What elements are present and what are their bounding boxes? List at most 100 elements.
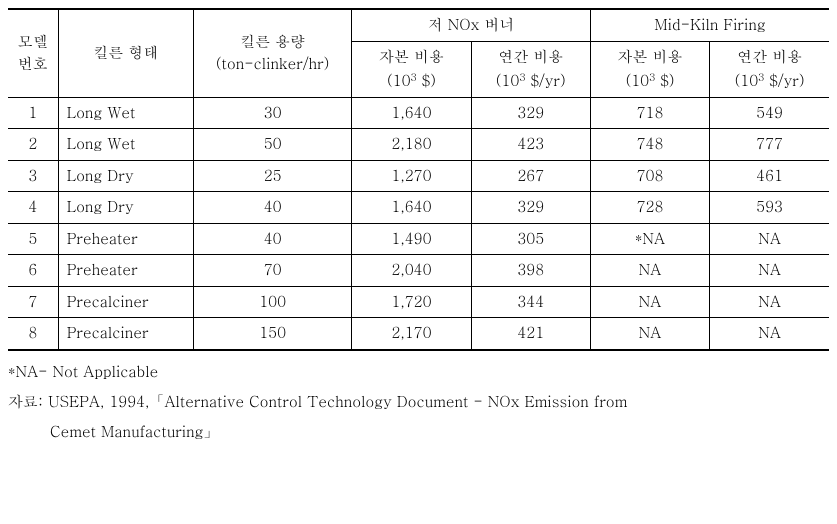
table-cell: 50: [193, 129, 351, 161]
table-cell: 40: [193, 192, 351, 224]
header-text: 번호: [18, 53, 48, 74]
table-cell: 267: [471, 160, 590, 192]
header-text: 킬른 용량: [240, 31, 305, 52]
table-cell: 8: [8, 318, 58, 350]
table-cell: 1,640: [352, 97, 471, 129]
header-exp: 3: [758, 69, 764, 84]
table-row: 2Long Wet502,180423748777: [8, 129, 829, 161]
table-cell: 30: [193, 97, 351, 129]
table-cell: NA: [710, 318, 829, 350]
header-text: (ton-clinker/hr): [216, 53, 329, 74]
table-cell: 1,270: [352, 160, 471, 192]
table-cell: Long Wet: [58, 97, 193, 129]
table-cell: 2,180: [352, 129, 471, 161]
table-cell: NA: [710, 255, 829, 287]
header-text: (10: [626, 70, 650, 91]
table-cell: Long Wet: [58, 129, 193, 161]
header-text: (10: [735, 70, 759, 91]
table-row: 3Long Dry251,270267708461: [8, 160, 829, 192]
table-row: 4Long Dry401,640329728593: [8, 192, 829, 224]
table-cell: Long Dry: [58, 160, 193, 192]
table-cell: Precalciner: [58, 318, 193, 350]
table-cell: NA: [590, 286, 709, 318]
header-mk-capital: 자본 비용 (103 $): [590, 41, 709, 97]
header-exp: 3: [519, 69, 525, 84]
table-cell: 329: [471, 97, 590, 129]
table-cell: NA: [590, 255, 709, 287]
cost-table: 모델 번호 킬른 형태 킬른 용량 (ton-clinker/hr) 저 NOx…: [8, 8, 829, 351]
header-mid-kiln: Mid-Kiln Firing: [590, 9, 829, 41]
header-text: (10: [496, 70, 520, 91]
table-cell: NA: [710, 286, 829, 318]
table-row: 1Long Wet301,640329718549: [8, 97, 829, 129]
table-cell: 549: [710, 97, 829, 129]
table-cell: 7: [8, 286, 58, 318]
table-cell: 6: [8, 255, 58, 287]
header-low-nox: 저 NOx 버너: [352, 9, 591, 41]
table-cell: 748: [590, 129, 709, 161]
table-cell: Long Dry: [58, 192, 193, 224]
header-kiln-capacity: 킬른 용량 (ton-clinker/hr): [193, 9, 351, 97]
table-cell: *NA: [590, 223, 709, 255]
header-kiln-type: 킬른 형태: [58, 9, 193, 97]
table-row: 8Precalciner1502,170421NANA: [8, 318, 829, 350]
footnote-source-line2: Cemet Manufacturing」: [8, 417, 829, 447]
table-cell: Preheater: [58, 223, 193, 255]
table-cell: NA: [710, 223, 829, 255]
table-cell: 708: [590, 160, 709, 192]
table-cell: 2: [8, 129, 58, 161]
table-cell: 1,490: [352, 223, 471, 255]
table-cell: 4: [8, 192, 58, 224]
header-model-no: 모델 번호: [8, 9, 58, 97]
table-cell: 3: [8, 160, 58, 192]
table-cell: 150: [193, 318, 351, 350]
table-cell: 2,170: [352, 318, 471, 350]
table-row: 5Preheater401,490305*NANA: [8, 223, 829, 255]
table-cell: 2,040: [352, 255, 471, 287]
table-cell: 305: [471, 223, 590, 255]
table-cell: Precalciner: [58, 286, 193, 318]
table-cell: 421: [471, 318, 590, 350]
source-text: USEPA, 1994,「Alternative Control Technol…: [48, 391, 627, 412]
header-text: 모델: [18, 31, 48, 52]
header-exp: 3: [649, 69, 655, 84]
header-text: (10: [387, 70, 411, 91]
footnote-source-line1: 자료: USEPA, 1994,「Alternative Control Tec…: [8, 387, 829, 417]
source-label: 자료:: [8, 391, 48, 412]
table-cell: 1: [8, 97, 58, 129]
table-row: 7Precalciner1001,720344NANA: [8, 286, 829, 318]
header-text: 연간 비용: [498, 46, 563, 67]
table-cell: 593: [710, 192, 829, 224]
header-text: $): [417, 70, 436, 91]
header-text: 자본 비용: [618, 46, 683, 67]
header-text: 연간 비용: [737, 46, 802, 67]
table-cell: 1,720: [352, 286, 471, 318]
table-cell: NA: [590, 318, 709, 350]
table-cell: 1,640: [352, 192, 471, 224]
table-cell: 5: [8, 223, 58, 255]
table-cell: Preheater: [58, 255, 193, 287]
table-cell: 423: [471, 129, 590, 161]
table-cell: 40: [193, 223, 351, 255]
table-row: 6Preheater702,040398NANA: [8, 255, 829, 287]
table-cell: 329: [471, 192, 590, 224]
footnotes: *NA- Not Applicable 자료: USEPA, 1994,「Alt…: [8, 357, 829, 447]
table-cell: 25: [193, 160, 351, 192]
table-cell: 100: [193, 286, 351, 318]
header-text: 자본 비용: [379, 46, 444, 67]
header-mk-annual: 연간 비용 (103 $/yr): [710, 41, 829, 97]
header-text: $/yr): [526, 70, 566, 91]
footnote-na: *NA- Not Applicable: [8, 357, 829, 387]
header-nox-capital: 자본 비용 (103 $): [352, 41, 471, 97]
header-text: $): [655, 70, 674, 91]
header-exp: 3: [411, 69, 417, 84]
table-cell: 718: [590, 97, 709, 129]
table-cell: 777: [710, 129, 829, 161]
header-text: $/yr): [764, 70, 804, 91]
header-nox-annual: 연간 비용 (103 $/yr): [471, 41, 590, 97]
table-body: 1Long Wet301,6403297185492Long Wet502,18…: [8, 97, 829, 350]
table-cell: 461: [710, 160, 829, 192]
table-cell: 70: [193, 255, 351, 287]
table-cell: 398: [471, 255, 590, 287]
table-cell: 344: [471, 286, 590, 318]
